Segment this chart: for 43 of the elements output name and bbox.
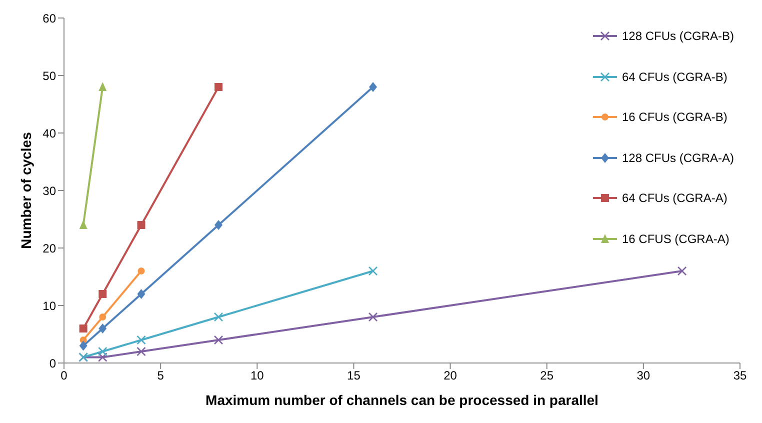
x-tick-label: 25: [540, 368, 554, 383]
point: [214, 83, 223, 91]
y-tick-label: 10: [42, 298, 56, 313]
x-tick-label: 20: [444, 368, 458, 383]
y-tick-label: 40: [42, 126, 56, 140]
point: [214, 335, 224, 345]
x-tick-label: 30: [636, 368, 650, 383]
legend-label: 16 CFUS (CGRA-A): [622, 232, 730, 246]
point: [137, 289, 146, 299]
y-tick-label: 50: [42, 68, 56, 83]
point: [98, 352, 108, 362]
point: [79, 324, 88, 332]
x-tick-label: 0: [60, 368, 68, 383]
legend-label: 64 CFUs (CGRA-B): [622, 70, 728, 84]
point: [138, 268, 145, 274]
x-tick-label: 10: [250, 368, 264, 383]
point: [214, 312, 224, 322]
y-axis-title: Number of cycles: [18, 132, 34, 249]
legend-label: 64 CFUs (CGRA-A): [622, 191, 728, 205]
point: [98, 290, 107, 298]
point: [136, 346, 146, 356]
y-tick-label: 0: [49, 356, 56, 370]
x-tick-label: 5: [157, 368, 164, 383]
x-tick-label: 15: [347, 368, 361, 383]
point: [677, 266, 687, 276]
legend-label: 16 CFUs (CGRA-B): [622, 110, 728, 124]
point: [136, 335, 146, 345]
x-axis-title: Maximum number of channels can be processed in parallel: [206, 392, 598, 408]
point: [98, 346, 108, 356]
y-tick-label: 60: [42, 11, 56, 26]
legend-label: 128 CFUs (CGRA-B): [622, 29, 734, 43]
point: [99, 314, 106, 320]
y-tick-label: 20: [42, 241, 56, 256]
point: [98, 324, 107, 334]
point: [79, 340, 88, 351]
point: [368, 266, 378, 276]
point: [369, 82, 378, 92]
y-tick-label: 30: [42, 184, 56, 198]
point: [214, 220, 223, 230]
point: [368, 312, 378, 322]
x-tick-label: 35: [733, 368, 747, 383]
legend-label: 128 CFUs (CGRA-A): [622, 150, 734, 164]
point: [137, 221, 146, 229]
